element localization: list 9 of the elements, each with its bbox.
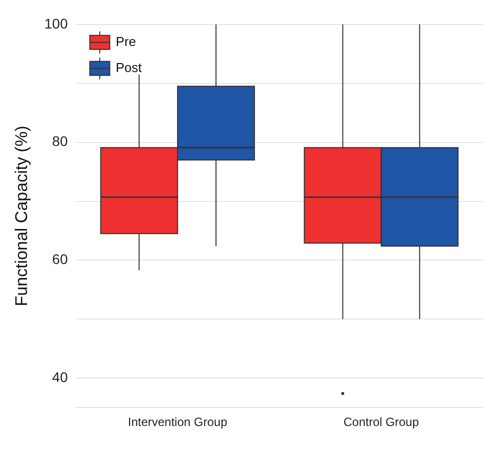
y-tick-label: 80 (52, 133, 68, 150)
y-tick-label: 40 (52, 368, 68, 385)
y-tick-label: 60 (52, 251, 68, 268)
x-tick-label: Intervention Group (128, 415, 228, 430)
x-tick-label: Control Group (344, 415, 420, 430)
y-axis-title: Functional Capacity (%) (12, 126, 31, 306)
legend-label: Post (116, 60, 142, 75)
y-tick-label: 100 (44, 15, 68, 32)
legend-label: Pre (116, 34, 136, 49)
